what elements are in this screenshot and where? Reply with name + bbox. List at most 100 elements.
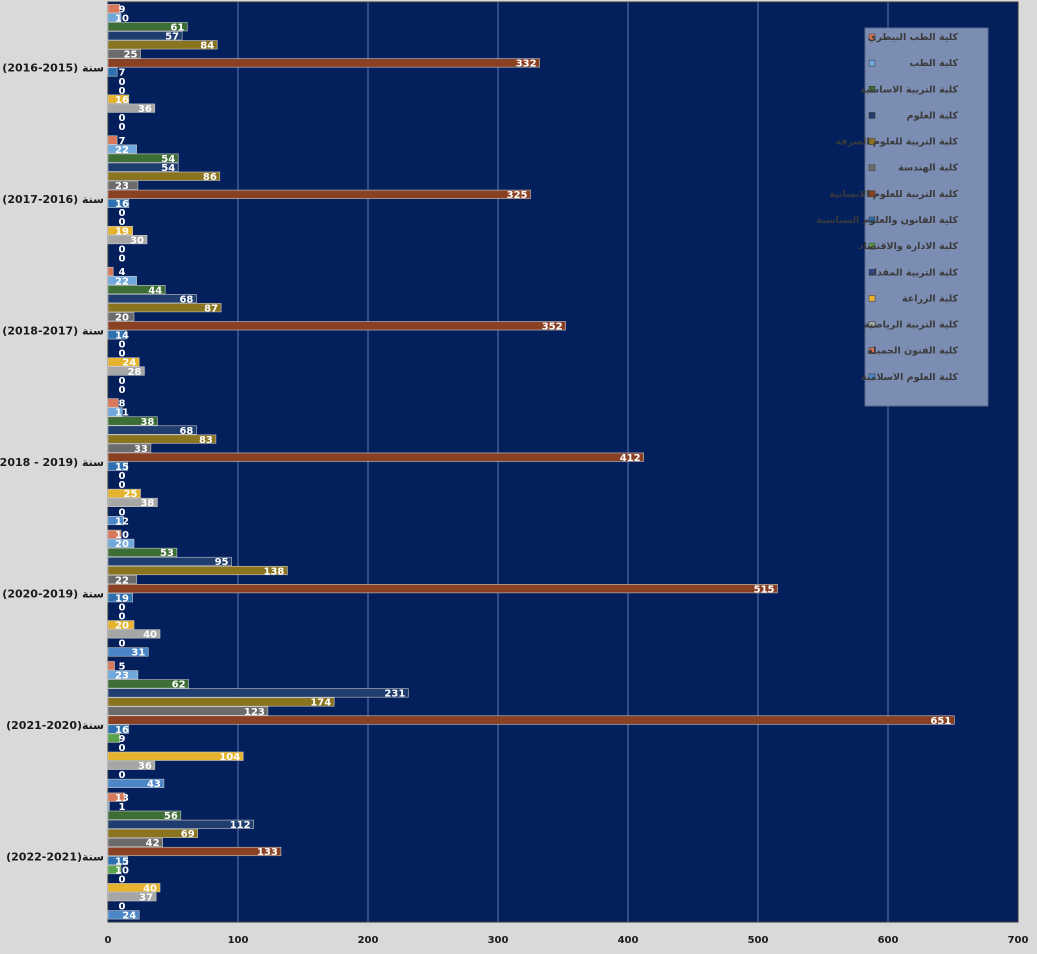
bar <box>107 751 244 761</box>
data-label: 5 <box>119 662 126 673</box>
data-label: 38 <box>140 498 154 509</box>
data-label: 57 <box>165 32 179 43</box>
legend-swatch <box>868 164 876 171</box>
x-tick-label: 500 <box>748 935 769 946</box>
category-label: سنة (2015-2016) <box>2 62 104 75</box>
data-label: 14 <box>115 331 129 342</box>
legend: كلية الطب البيطري كلية الطب كلية التربية ا… <box>816 27 989 407</box>
data-label: 0 <box>119 86 126 97</box>
data-label: 0 <box>119 253 126 264</box>
legend-swatch <box>868 373 876 381</box>
legend-label: كلية العلوم <box>907 110 959 121</box>
bar <box>107 697 335 707</box>
bar <box>107 357 140 367</box>
data-label: 43 <box>147 779 161 790</box>
legend-swatch <box>868 216 876 224</box>
legend-label: كلية الطب <box>910 58 959 69</box>
bar <box>107 892 157 902</box>
bar <box>107 398 119 408</box>
bar <box>107 225 134 236</box>
data-label: 1 <box>119 802 126 813</box>
data-label: 61 <box>170 22 184 33</box>
data-label: 515 <box>754 584 775 595</box>
bar <box>107 538 135 548</box>
data-label: 20 <box>115 312 129 323</box>
category-label: سنة(2020-2021) <box>6 719 104 732</box>
category-label: سنة(2021-2022) <box>6 850 104 863</box>
bar <box>107 855 128 866</box>
bar <box>107 792 126 802</box>
data-label: 53 <box>160 548 174 559</box>
data-label: 651 <box>930 716 951 727</box>
bar <box>107 593 134 603</box>
bar <box>107 275 137 286</box>
data-label: 0 <box>119 208 126 219</box>
bar <box>107 153 179 163</box>
bar <box>107 31 183 41</box>
data-label: 19 <box>115 226 129 237</box>
data-label: 86 <box>203 172 217 183</box>
bar <box>107 171 221 181</box>
data-label: 0 <box>119 602 126 613</box>
data-label: 0 <box>119 743 126 754</box>
x-tick-label: 700 <box>1008 935 1029 946</box>
legend-label: كلية الفنون الجميلة <box>867 346 958 357</box>
data-label: 42 <box>146 838 160 849</box>
legend-label: كلية العلوم الاسلامية <box>861 372 959 383</box>
data-label: 13 <box>115 793 129 804</box>
bar <box>107 801 110 811</box>
bar <box>107 629 161 639</box>
bar <box>107 321 566 331</box>
bar <box>107 715 955 725</box>
legend-label: كلية التربية الرياضية <box>864 320 959 331</box>
data-label: 33 <box>134 444 148 455</box>
data-label: 54 <box>161 154 175 165</box>
bar <box>107 162 179 172</box>
data-label: 352 <box>542 322 563 333</box>
legend-swatch <box>868 347 876 354</box>
data-label: 25 <box>124 489 138 500</box>
data-label: 24 <box>122 911 136 922</box>
bar <box>107 828 198 838</box>
data-label: 325 <box>507 190 528 201</box>
bar <box>107 497 158 508</box>
legend-label: كلية الطب البيطري <box>868 32 959 43</box>
data-label: 138 <box>264 566 285 577</box>
bar <box>107 865 122 875</box>
bar <box>107 846 282 857</box>
bar <box>107 49 141 59</box>
bar <box>107 22 188 32</box>
data-label: 10 <box>115 530 129 541</box>
bar <box>107 58 540 68</box>
legend-swatch <box>868 190 876 198</box>
bar <box>107 688 409 698</box>
bar <box>107 94 130 104</box>
x-tick-label: 600 <box>878 935 899 946</box>
x-tick-labels: 0 100 200 300 400 500 600 700 <box>105 935 1029 946</box>
bar <box>107 407 123 417</box>
bar <box>107 198 130 208</box>
data-label: 38 <box>140 417 154 428</box>
data-label: 20 <box>115 539 129 550</box>
legend-label: كلية التربية للعلوم الصرفة <box>836 137 959 148</box>
bar <box>107 647 149 657</box>
data-label: 0 <box>119 349 126 360</box>
data-label: 0 <box>119 385 126 396</box>
bar <box>107 670 139 680</box>
bar <box>107 4 120 14</box>
bar <box>107 760 156 770</box>
data-label: 95 <box>215 557 229 568</box>
legend-label: كلية الادارة والاقتصاد <box>859 241 959 252</box>
data-label: 40 <box>143 630 157 641</box>
bar <box>107 810 182 820</box>
bar <box>107 13 122 23</box>
data-label: 412 <box>620 453 641 464</box>
bar <box>107 135 118 145</box>
x-tick-label: 300 <box>488 935 509 946</box>
legend-label: كلية الزراعة <box>902 293 959 304</box>
legend-label: كلية التربية للعلوم الانسانية <box>829 189 958 200</box>
legend-label: كلية التربية الاساسية <box>860 84 958 95</box>
bar <box>107 443 152 453</box>
data-label: 54 <box>161 163 175 174</box>
data-label: 11 <box>115 408 129 419</box>
